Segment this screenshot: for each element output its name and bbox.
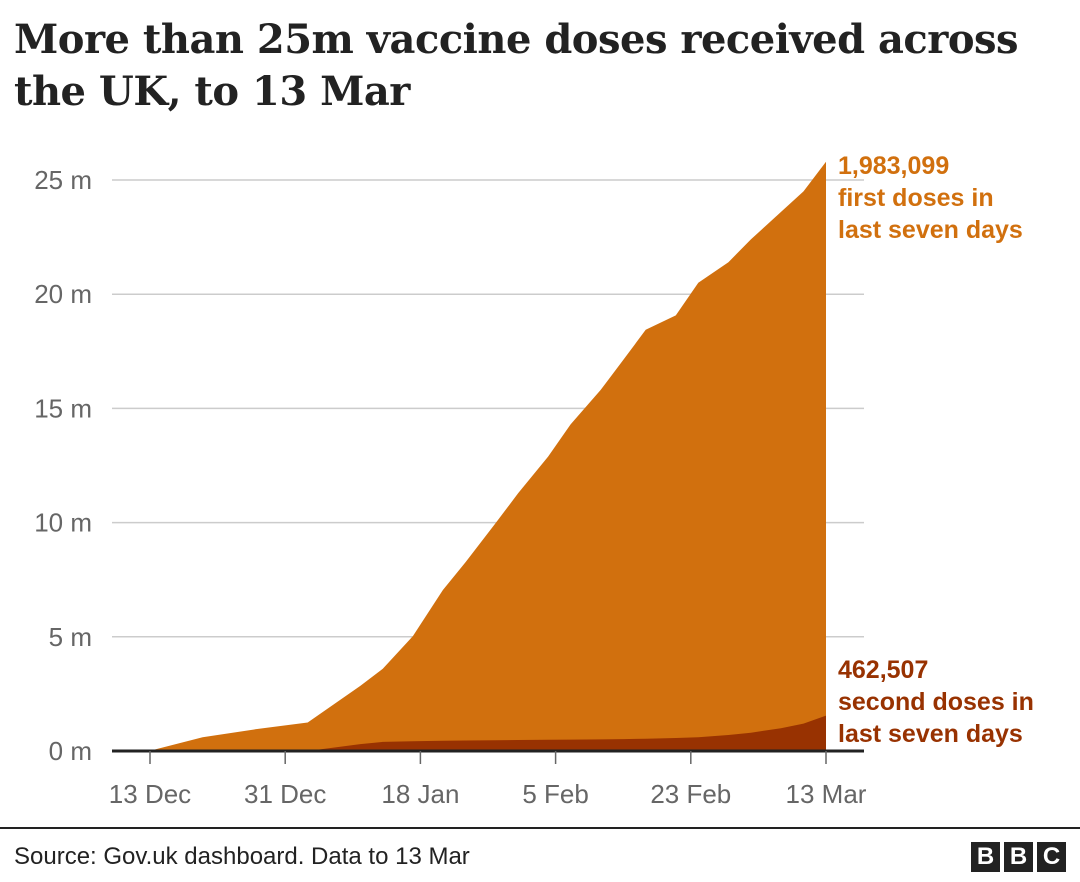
x-tick-label: 23 Feb bbox=[650, 779, 731, 809]
annotation-second-doses-line-2: second doses in bbox=[838, 688, 1034, 716]
bbc-logo: B B C bbox=[971, 842, 1066, 872]
y-tick-label: 5 m bbox=[49, 622, 92, 652]
bbc-logo-letter-c: C bbox=[1037, 842, 1066, 872]
footer-divider bbox=[0, 827, 1080, 829]
y-tick-label: 25 m bbox=[34, 165, 92, 195]
x-tick-label: 13 Dec bbox=[109, 779, 191, 809]
bbc-logo-letter-b1: B bbox=[971, 842, 1000, 872]
y-tick-label: 0 m bbox=[49, 736, 92, 766]
source-note: Source: Gov.uk dashboard. Data to 13 Mar bbox=[14, 843, 470, 870]
y-tick-label: 15 m bbox=[34, 393, 92, 423]
x-tick-label: 18 Jan bbox=[381, 779, 459, 809]
annotation-second-doses-line-3: last seven days bbox=[838, 720, 1023, 748]
x-tick-label: 5 Feb bbox=[522, 779, 589, 809]
annotation-first-doses-line-1: 1,983,099 bbox=[838, 152, 949, 180]
annotation-first-doses-line-2: first doses in bbox=[838, 184, 994, 212]
data-areas bbox=[150, 161, 826, 751]
axes: 0 m 5 m 10 m 15 m 20 m 25 m 13 Dec 31 Dec 18 Jan… bbox=[34, 165, 867, 809]
x-tick-label: 13 Mar bbox=[786, 779, 867, 809]
second-doses-area bbox=[150, 715, 826, 751]
y-tick-label: 10 m bbox=[34, 508, 92, 538]
annotation-first-doses-line-3: last seven days bbox=[838, 216, 1023, 244]
first-doses-area bbox=[150, 161, 826, 751]
y-tick-label: 20 m bbox=[34, 279, 92, 309]
annotations: 1,983,099 first doses in last seven days 46… bbox=[838, 152, 1034, 748]
chart-title: More than 25m vaccine doses received acr… bbox=[14, 16, 1019, 115]
annotation-second-doses-line-1: 462,507 bbox=[838, 656, 928, 684]
x-tick-label: 31 Dec bbox=[244, 779, 326, 809]
bbc-logo-letter-b2: B bbox=[1004, 842, 1033, 872]
